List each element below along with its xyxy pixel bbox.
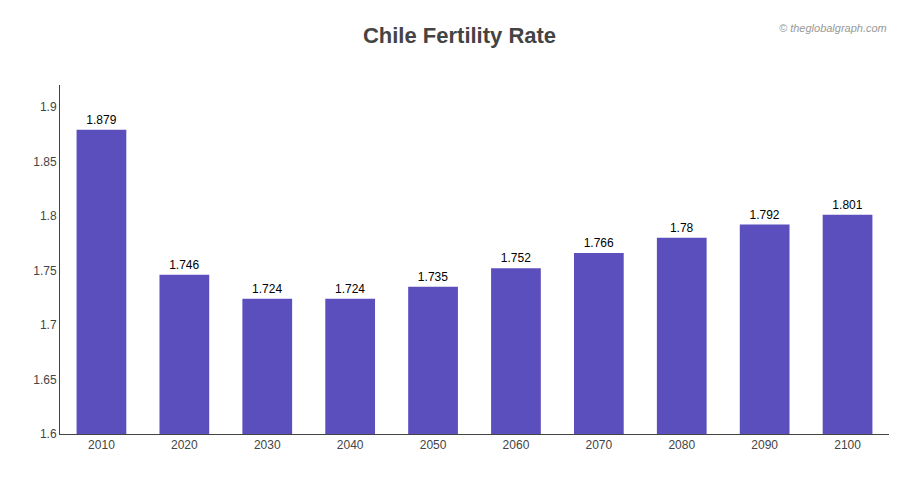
svg-text:1.879: 1.879 <box>86 113 116 127</box>
svg-text:2080: 2080 <box>668 438 695 452</box>
svg-text:1.766: 1.766 <box>584 236 614 250</box>
svg-text:Chile Fertility Rate: Chile Fertility Rate <box>363 23 556 48</box>
svg-text:2040: 2040 <box>337 438 364 452</box>
svg-text:1.735: 1.735 <box>418 270 448 284</box>
svg-text:1.792: 1.792 <box>749 208 779 222</box>
svg-text:1.65: 1.65 <box>33 373 57 387</box>
svg-text:2030: 2030 <box>254 438 281 452</box>
svg-text:2070: 2070 <box>585 438 612 452</box>
svg-text:1.9: 1.9 <box>40 100 57 114</box>
svg-text:1.7: 1.7 <box>40 318 57 332</box>
svg-text:2050: 2050 <box>420 438 447 452</box>
svg-text:1.746: 1.746 <box>169 258 199 272</box>
svg-text:1.78: 1.78 <box>670 221 694 235</box>
svg-text:1.801: 1.801 <box>832 198 862 212</box>
svg-text:2100: 2100 <box>834 438 861 452</box>
svg-text:1.752: 1.752 <box>501 251 531 265</box>
svg-text:1.85: 1.85 <box>33 155 57 169</box>
svg-text:1.8: 1.8 <box>40 209 57 223</box>
svg-text:1.75: 1.75 <box>33 264 57 278</box>
svg-text:2090: 2090 <box>751 438 778 452</box>
svg-text:1.724: 1.724 <box>252 282 282 296</box>
svg-text:2020: 2020 <box>171 438 198 452</box>
svg-text:1.724: 1.724 <box>335 282 365 296</box>
svg-text:2010: 2010 <box>88 438 115 452</box>
svg-text:1.6: 1.6 <box>40 427 57 441</box>
svg-text:2060: 2060 <box>503 438 530 452</box>
svg-text:© theglobalgraph.com: © theglobalgraph.com <box>779 22 887 34</box>
